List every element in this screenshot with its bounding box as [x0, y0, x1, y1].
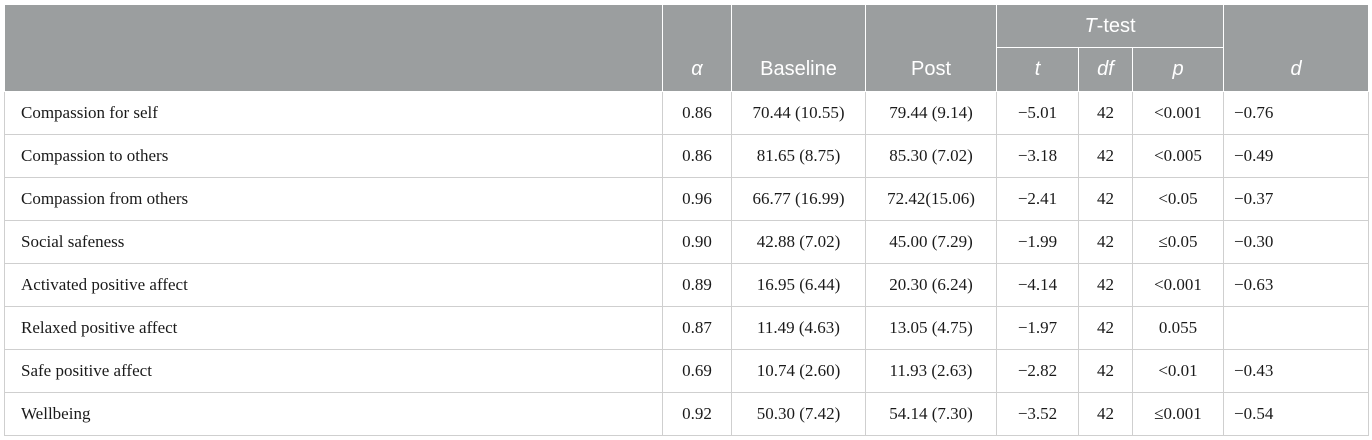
cell-alpha: 0.86 [662, 134, 732, 178]
cell-alpha: 0.92 [662, 392, 732, 436]
cell-alpha: 0.87 [662, 306, 732, 350]
cell-baseline: 42.88 (7.02) [731, 220, 866, 264]
cell-alpha: 0.86 [662, 91, 732, 135]
cell-post: 20.30 (6.24) [865, 263, 997, 307]
cell-t: −3.52 [996, 392, 1079, 436]
cell-t: −1.97 [996, 306, 1079, 350]
cell-baseline: 50.30 (7.42) [731, 392, 866, 436]
cell-t: −5.01 [996, 91, 1079, 135]
header-p: p [1132, 47, 1224, 92]
cell-post: 72.42(15.06) [865, 177, 997, 221]
cell-post: 79.44 (9.14) [865, 91, 997, 135]
cell-df: 42 [1078, 91, 1133, 135]
cell-post: 13.05 (4.75) [865, 306, 997, 350]
results-table-container: α Baseline Post T-test d t df p Compassi… [4, 4, 1369, 436]
cell-baseline: 70.44 (10.55) [731, 91, 866, 135]
table-row: Activated positive affect 0.89 16.95 (6.… [4, 263, 1369, 307]
table-row: Safe positive affect 0.69 10.74 (2.60) 1… [4, 349, 1369, 393]
header-baseline: Baseline [731, 4, 866, 92]
header-d: d [1223, 4, 1369, 92]
cell-d: −0.54 [1223, 392, 1369, 436]
cell-df: 42 [1078, 263, 1133, 307]
cell-p: ≤0.05 [1132, 220, 1224, 264]
cell-baseline: 11.49 (4.63) [731, 306, 866, 350]
cell-alpha: 0.90 [662, 220, 732, 264]
cell-df: 42 [1078, 177, 1133, 221]
cell-baseline: 66.77 (16.99) [731, 177, 866, 221]
cell-df: 42 [1078, 134, 1133, 178]
cell-p: <0.01 [1132, 349, 1224, 393]
table-row: Wellbeing 0.92 50.30 (7.42) 54.14 (7.30)… [4, 392, 1369, 436]
cell-df: 42 [1078, 306, 1133, 350]
cell-t: −4.14 [996, 263, 1079, 307]
table-header: α Baseline Post T-test d t df p [4, 4, 1369, 92]
table-row: Compassion from others 0.96 66.77 (16.99… [4, 177, 1369, 221]
cell-label: Relaxed positive affect [4, 306, 663, 350]
cell-d: −0.49 [1223, 134, 1369, 178]
header-measure [4, 4, 663, 92]
cell-df: 42 [1078, 220, 1133, 264]
cell-alpha: 0.89 [662, 263, 732, 307]
cell-p: 0.055 [1132, 306, 1224, 350]
table-row: Compassion to others 0.86 81.65 (8.75) 8… [4, 134, 1369, 178]
table-body: Compassion for self 0.86 70.44 (10.55) 7… [4, 91, 1369, 436]
cell-t: −1.99 [996, 220, 1079, 264]
cell-p: <0.05 [1132, 177, 1224, 221]
header-post: Post [865, 4, 997, 92]
cell-alpha: 0.69 [662, 349, 732, 393]
cell-post: 45.00 (7.29) [865, 220, 997, 264]
table-row: Compassion for self 0.86 70.44 (10.55) 7… [4, 91, 1369, 135]
cell-baseline: 81.65 (8.75) [731, 134, 866, 178]
cell-label: Compassion from others [4, 177, 663, 221]
header-df: df [1078, 47, 1133, 92]
cell-label: Social safeness [4, 220, 663, 264]
cell-baseline: 10.74 (2.60) [731, 349, 866, 393]
header-ttest-rest: -test [1096, 14, 1136, 37]
cell-d: −0.63 [1223, 263, 1369, 307]
cell-t: −2.82 [996, 349, 1079, 393]
cell-d: −0.37 [1223, 177, 1369, 221]
table-row: Social safeness 0.90 42.88 (7.02) 45.00 … [4, 220, 1369, 264]
results-table: α Baseline Post T-test d t df p Compassi… [4, 4, 1369, 436]
header-ttest: T-test [996, 4, 1224, 48]
cell-label: Safe positive affect [4, 349, 663, 393]
table-row: Relaxed positive affect 0.87 11.49 (4.63… [4, 306, 1369, 350]
cell-p: <0.005 [1132, 134, 1224, 178]
cell-post: 11.93 (2.63) [865, 349, 997, 393]
cell-t: −3.18 [996, 134, 1079, 178]
cell-p: <0.001 [1132, 91, 1224, 135]
cell-d: −0.43 [1223, 349, 1369, 393]
header-alpha: α [662, 4, 732, 92]
cell-t: −2.41 [996, 177, 1079, 221]
cell-post: 54.14 (7.30) [865, 392, 997, 436]
cell-df: 42 [1078, 349, 1133, 393]
cell-d: −0.76 [1223, 91, 1369, 135]
cell-label: Compassion to others [4, 134, 663, 178]
cell-p: ≤0.001 [1132, 392, 1224, 436]
header-ttest-italic: T [1084, 14, 1097, 37]
cell-label: Activated positive affect [4, 263, 663, 307]
cell-alpha: 0.96 [662, 177, 732, 221]
cell-d [1223, 306, 1369, 350]
header-t: t [996, 47, 1079, 92]
cell-post: 85.30 (7.02) [865, 134, 997, 178]
cell-baseline: 16.95 (6.44) [731, 263, 866, 307]
cell-p: <0.001 [1132, 263, 1224, 307]
cell-d: −0.30 [1223, 220, 1369, 264]
cell-label: Compassion for self [4, 91, 663, 135]
cell-df: 42 [1078, 392, 1133, 436]
cell-label: Wellbeing [4, 392, 663, 436]
